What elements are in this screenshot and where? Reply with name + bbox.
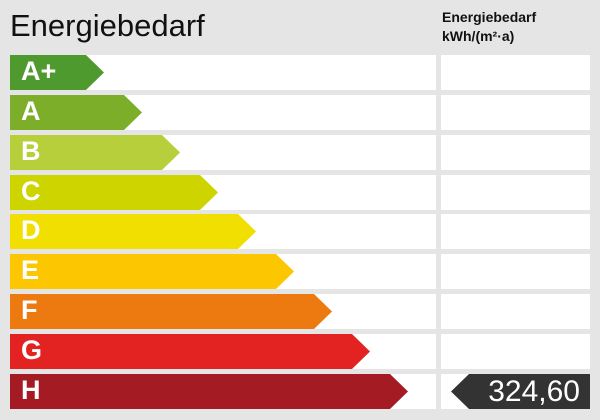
class-row-value-cell — [441, 254, 590, 289]
class-label: G — [21, 335, 43, 365]
class-row-value-cell — [441, 175, 590, 210]
value-text: 324,60 — [488, 375, 580, 408]
class-label: H — [21, 375, 41, 405]
class-arrow-f: F — [10, 294, 332, 329]
class-label: B — [21, 136, 41, 166]
class-arrow-g: G — [10, 334, 370, 369]
class-arrow-aplus: A+ — [10, 55, 104, 90]
class-arrow-c: C — [10, 175, 218, 210]
class-row-value-cell — [441, 214, 590, 249]
class-arrow-h: H — [10, 374, 408, 409]
class-row-value-cell — [441, 55, 590, 90]
value-badge: 324,60 — [451, 374, 590, 409]
class-row-value-cell — [441, 135, 590, 170]
class-label: D — [21, 215, 41, 245]
class-label: E — [21, 255, 40, 285]
column-header-title: Energiebedarf — [442, 9, 537, 25]
page-title: Energiebedarf — [10, 8, 205, 43]
class-label: F — [21, 295, 38, 325]
class-row-value-cell — [441, 334, 590, 369]
column-header: Energiebedarf kWh/(m²·a) — [442, 8, 536, 46]
class-arrow-a: A — [10, 95, 142, 130]
class-label: A+ — [21, 56, 57, 86]
class-arrow-d: D — [10, 214, 256, 249]
class-row-value-cell — [441, 95, 590, 130]
class-label: A — [21, 96, 41, 126]
class-arrow-b: B — [10, 135, 180, 170]
column-header-unit: kWh/(m²·a) — [442, 28, 515, 44]
class-row-value-cell — [441, 294, 590, 329]
class-label: C — [21, 176, 41, 206]
class-arrow-e: E — [10, 254, 294, 289]
